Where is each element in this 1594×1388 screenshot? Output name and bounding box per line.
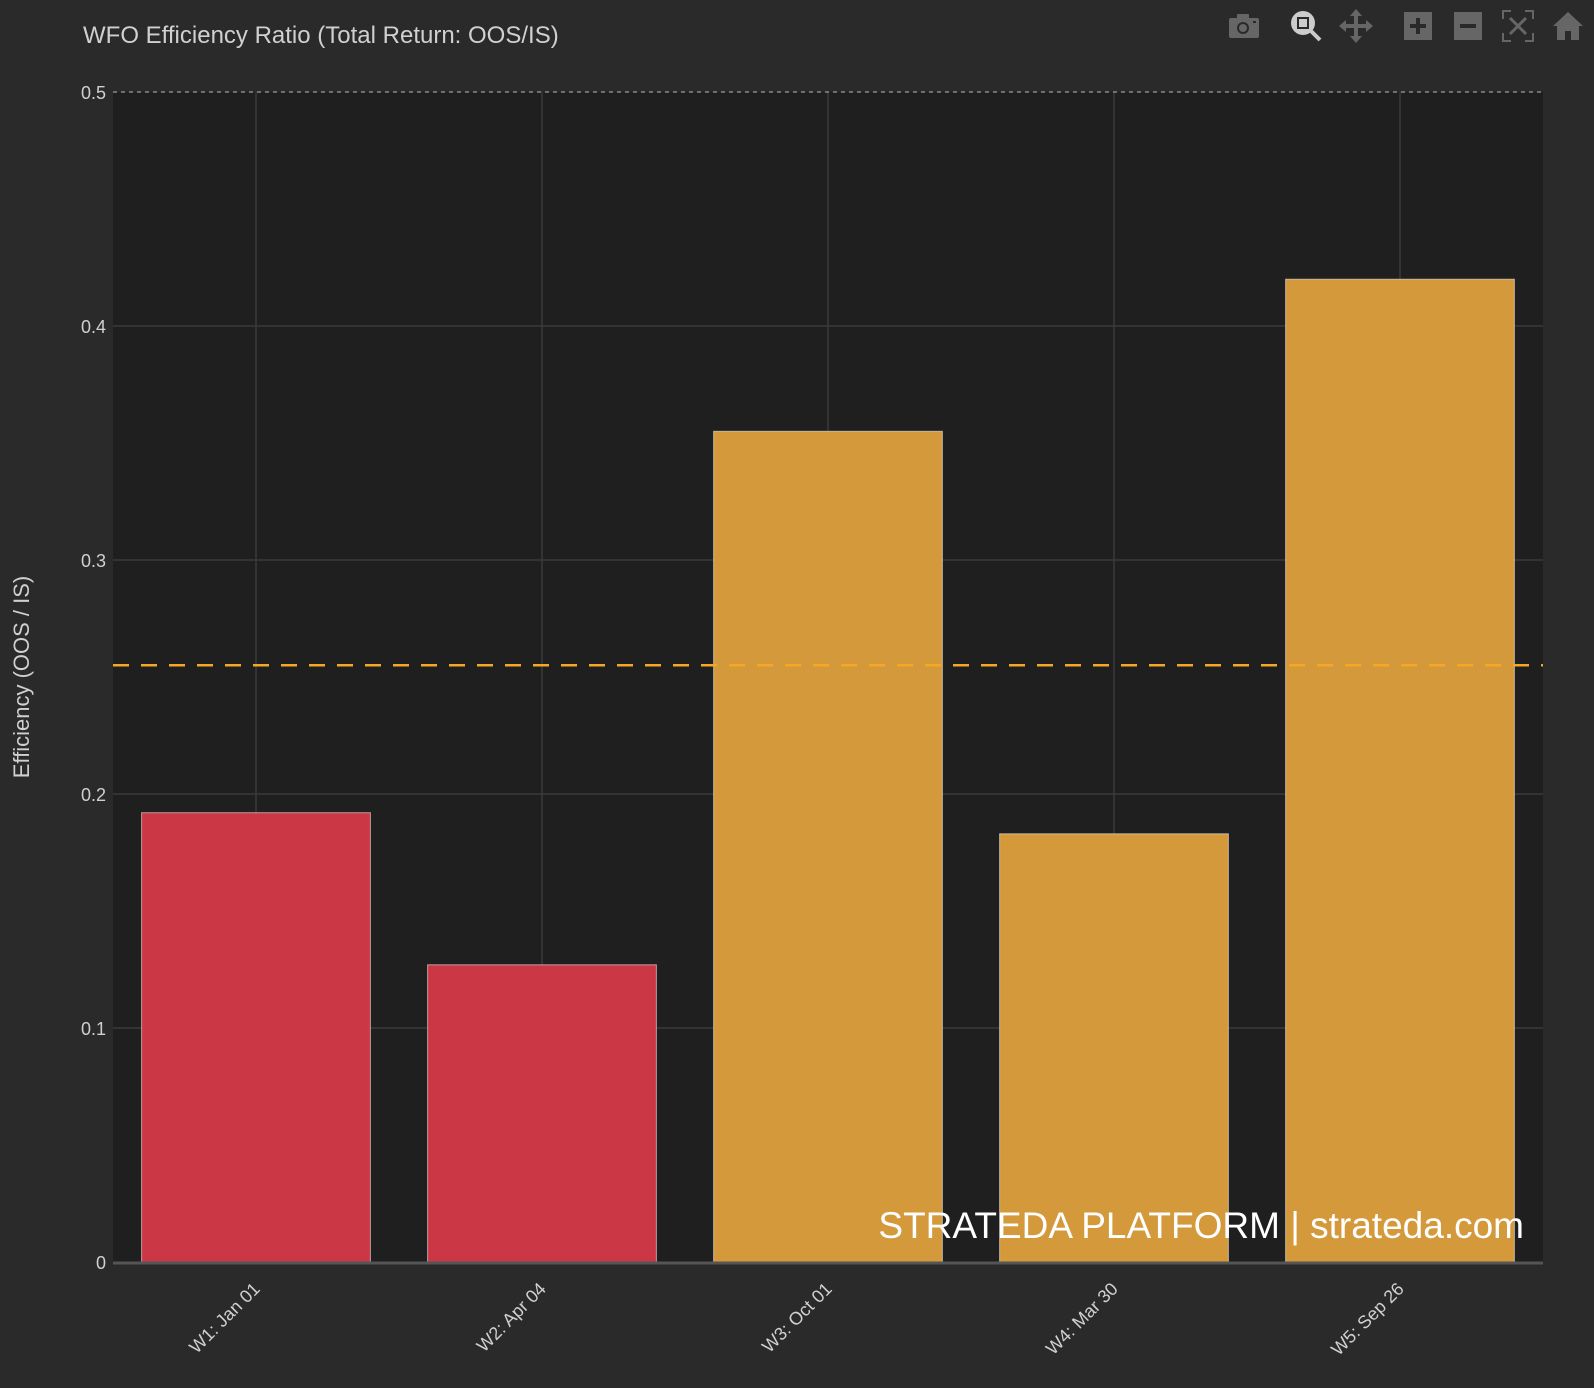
- chart-title: WFO Efficiency Ratio (Total Return: OOS/…: [83, 22, 559, 49]
- autoscale-icon[interactable]: [1500, 8, 1536, 44]
- bar-3: [713, 430, 943, 1263]
- y-tick-label: 0.1: [81, 1019, 106, 1039]
- y-tick-label: 0.4: [81, 317, 106, 337]
- zoom-in-icon[interactable]: [1400, 8, 1436, 44]
- bar-5: [1285, 278, 1515, 1263]
- modebar: [1226, 8, 1586, 44]
- home-icon[interactable]: [1550, 8, 1586, 44]
- y-tick-label: 0.5: [81, 83, 106, 103]
- x-tick-label: W4: Mar 30: [1042, 1279, 1122, 1359]
- x-tick-label: W3: Oct 01: [758, 1279, 836, 1357]
- zoom-icon[interactable]: [1288, 8, 1324, 44]
- x-tick-label: W5: Sep 26: [1327, 1279, 1408, 1360]
- camera-icon[interactable]: [1226, 8, 1262, 44]
- y-tick-label: 0: [96, 1253, 106, 1273]
- bar-2: [427, 964, 657, 1263]
- pan-icon[interactable]: [1338, 8, 1374, 44]
- x-tick-label: W1: Jan 01: [185, 1279, 264, 1358]
- x-tick-label: W2: Apr 04: [473, 1279, 550, 1356]
- zoom-out-icon[interactable]: [1450, 8, 1486, 44]
- bar-4: [999, 833, 1229, 1263]
- y-tick-label: 0.3: [81, 551, 106, 571]
- watermark: STRATEDA PLATFORM | strateda.com: [878, 1205, 1524, 1246]
- bar-1: [141, 812, 371, 1263]
- y-tick-label: 0.2: [81, 785, 106, 805]
